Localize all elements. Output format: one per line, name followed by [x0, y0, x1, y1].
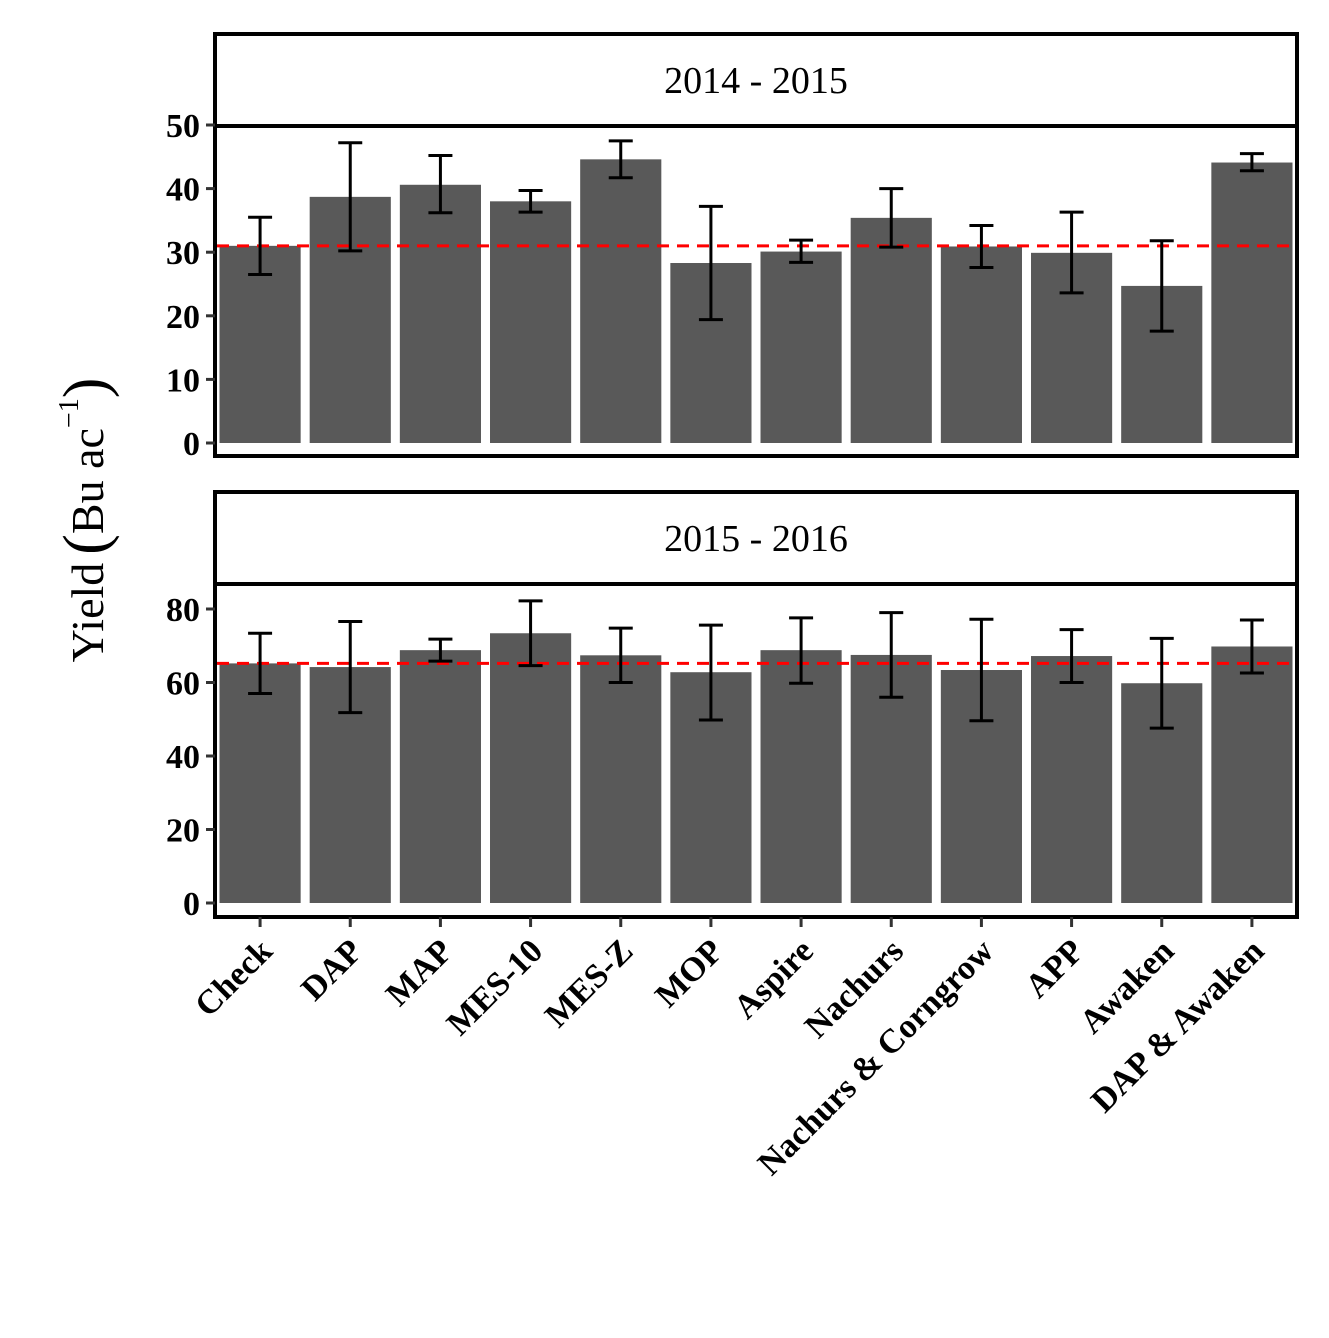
y-tick-label: 60	[166, 666, 200, 703]
error-bar	[1059, 210, 1084, 295]
y-tick-label: 80	[166, 592, 200, 629]
panel-border	[213, 582, 1299, 919]
error-bar	[338, 619, 363, 715]
y-tick-label: 0	[183, 886, 200, 923]
x-category-label: APP	[1018, 932, 1091, 1005]
bar-map	[399, 184, 481, 443]
error-bar	[428, 637, 453, 663]
bar-check	[219, 245, 301, 443]
error-bar	[338, 141, 363, 253]
error-bar	[698, 204, 723, 322]
y-tick-label: 30	[166, 235, 200, 272]
bar-aspire	[760, 251, 842, 443]
bar-mes-10	[490, 201, 572, 443]
panel-border	[213, 124, 1299, 458]
error-bar	[1239, 618, 1264, 675]
x-category-label: MOP	[648, 932, 730, 1014]
y-tick-label: 50	[166, 108, 200, 145]
bar-check	[219, 663, 301, 903]
error-bar	[698, 623, 723, 722]
error-bar	[879, 611, 904, 699]
y-axis-title: Yield(Bu ac−1)	[52, 378, 120, 663]
panel-strip	[213, 490, 1299, 586]
error-bar	[1239, 152, 1264, 173]
bar-mes-z	[580, 159, 662, 443]
panel-title: 2015 - 2016	[664, 518, 848, 560]
error-bar	[248, 631, 273, 696]
bar-nachurs-corngrow	[940, 246, 1022, 443]
bar-mes-10	[490, 633, 572, 903]
error-bar	[608, 626, 633, 684]
y-tick-label: 40	[166, 172, 200, 209]
panel-1: 2014 - 2015 0 10 20 30 40 50	[166, 32, 1299, 463]
error-bar	[608, 139, 633, 180]
y-tick-label: 10	[166, 362, 200, 399]
y-tick-label: 20	[166, 813, 200, 850]
y-tick-label: 20	[166, 299, 200, 336]
panel-strip	[213, 32, 1299, 128]
panel-2: 2015 - 2016 0 20 40 60 80	[166, 490, 1299, 927]
error-bar	[1149, 636, 1174, 730]
bar-mes-z	[580, 655, 662, 903]
x-category-label: MAP	[379, 932, 460, 1013]
y-tick-label: 0	[183, 426, 200, 463]
error-bar	[428, 154, 453, 215]
error-bar	[879, 187, 904, 249]
x-category-label: DAP	[294, 932, 370, 1008]
error-bar	[518, 189, 543, 214]
y-tick-label: 40	[166, 739, 200, 776]
x-category-label: MES-Z	[538, 932, 640, 1034]
error-bar	[1149, 239, 1174, 333]
error-bar	[789, 616, 814, 685]
error-bar	[518, 599, 543, 668]
bar-dap-awaken	[1211, 646, 1293, 903]
panel-title: 2014 - 2015	[664, 60, 848, 102]
error-bar	[789, 238, 814, 264]
x-category-label: Check	[188, 932, 280, 1024]
bar-aspire	[760, 650, 842, 903]
bar-dap-awaken	[1211, 162, 1293, 444]
error-bar	[1059, 628, 1084, 684]
bar-nachurs	[850, 217, 932, 443]
bar-app	[1031, 656, 1113, 903]
error-bar	[969, 617, 994, 723]
x-category-label: MES-10	[440, 932, 550, 1042]
bar-map	[399, 650, 481, 903]
error-bar	[248, 215, 273, 276]
error-bar	[969, 223, 994, 269]
